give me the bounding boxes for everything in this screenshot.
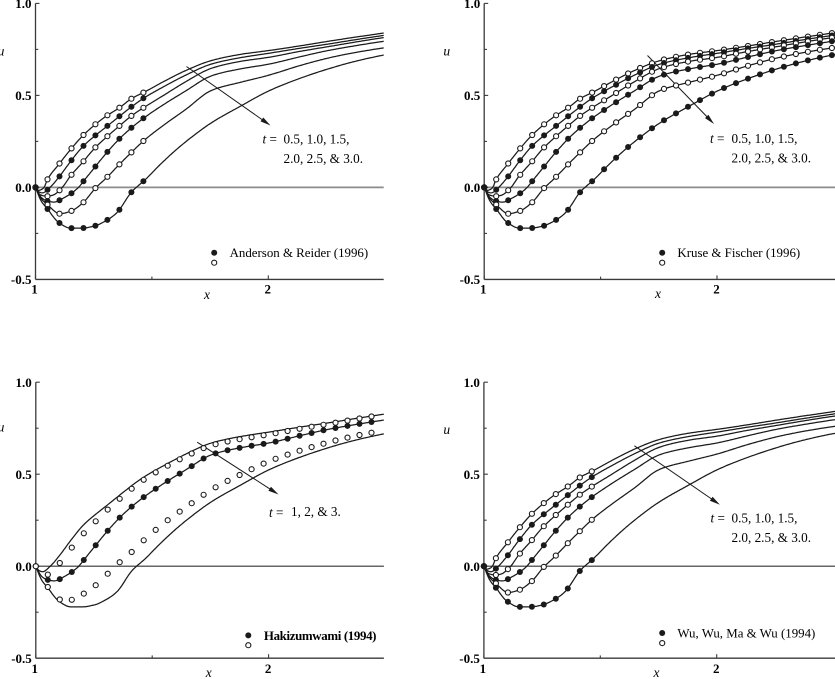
svg-text:0.5: 0.5 (15, 88, 32, 103)
svg-text:-0.5: -0.5 (460, 272, 481, 287)
svg-text:0.0: 0.0 (464, 180, 480, 195)
svg-text:0.0: 0.0 (15, 180, 31, 195)
svg-text:u: u (443, 422, 450, 437)
svg-text:x: x (205, 665, 212, 679)
svg-text:1, 2, & 3.: 1, 2, & 3. (291, 504, 341, 519)
svg-text:0.5, 1.0, 1.5,: 0.5, 1.0, 1.5, (732, 510, 798, 525)
svg-text:x: x (654, 286, 661, 301)
svg-text:0.0: 0.0 (16, 559, 32, 574)
svg-text:0.5: 0.5 (464, 467, 481, 482)
svg-text:-0.5: -0.5 (459, 651, 480, 666)
svg-text:1.0: 1.0 (16, 375, 32, 390)
svg-text:0.5: 0.5 (16, 467, 33, 482)
svg-text:-0.5: -0.5 (11, 272, 32, 287)
svg-text:x: x (203, 287, 210, 302)
svg-text:0.0: 0.0 (464, 559, 480, 574)
svg-text:1: 1 (31, 282, 38, 297)
svg-text:0.5: 0.5 (464, 88, 481, 103)
svg-text:Kruse & Fischer (1996): Kruse & Fischer (1996) (677, 246, 800, 260)
svg-text:Hakizumwami (1994): Hakizumwami (1994) (264, 629, 376, 643)
svg-text:x: x (653, 665, 660, 679)
svg-text:Anderson & Reider (1996): Anderson & Reider (1996) (230, 246, 369, 260)
svg-text:2.0, 2.5, & 3.0.: 2.0, 2.5, & 3.0. (284, 151, 364, 166)
svg-text:-0.5: -0.5 (11, 651, 32, 666)
svg-text:0.5, 1.0, 1.5,: 0.5, 1.0, 1.5, (284, 132, 350, 147)
svg-text:t =: t = (710, 131, 724, 146)
svg-text:1: 1 (480, 661, 487, 676)
svg-text:t =: t = (269, 505, 283, 520)
svg-text:2.0, 2.5, & 3.0.: 2.0, 2.5, & 3.0. (732, 530, 812, 545)
svg-text:1: 1 (32, 661, 39, 676)
svg-text:1: 1 (480, 282, 487, 297)
svg-text:t =: t = (263, 132, 277, 147)
svg-text:0.5, 1.0, 1.5,: 0.5, 1.0, 1.5, (732, 131, 798, 146)
svg-text:1.0: 1.0 (15, 0, 31, 11)
svg-text:2: 2 (265, 282, 272, 297)
svg-text:u: u (443, 43, 450, 58)
svg-text:1.0: 1.0 (464, 0, 480, 11)
svg-text:Wu, Wu, Ma & Wu (1994): Wu, Wu, Ma & Wu (1994) (677, 626, 815, 640)
svg-text:2.0, 2.5, & 3.0.: 2.0, 2.5, & 3.0. (732, 151, 812, 166)
svg-text:2: 2 (713, 661, 720, 676)
svg-text:2: 2 (265, 661, 272, 676)
svg-text:1.0: 1.0 (464, 375, 480, 390)
svg-text:2: 2 (713, 282, 720, 297)
svg-text:t =: t = (711, 510, 725, 525)
svg-text:u: u (0, 420, 5, 435)
svg-text:u: u (0, 43, 5, 58)
